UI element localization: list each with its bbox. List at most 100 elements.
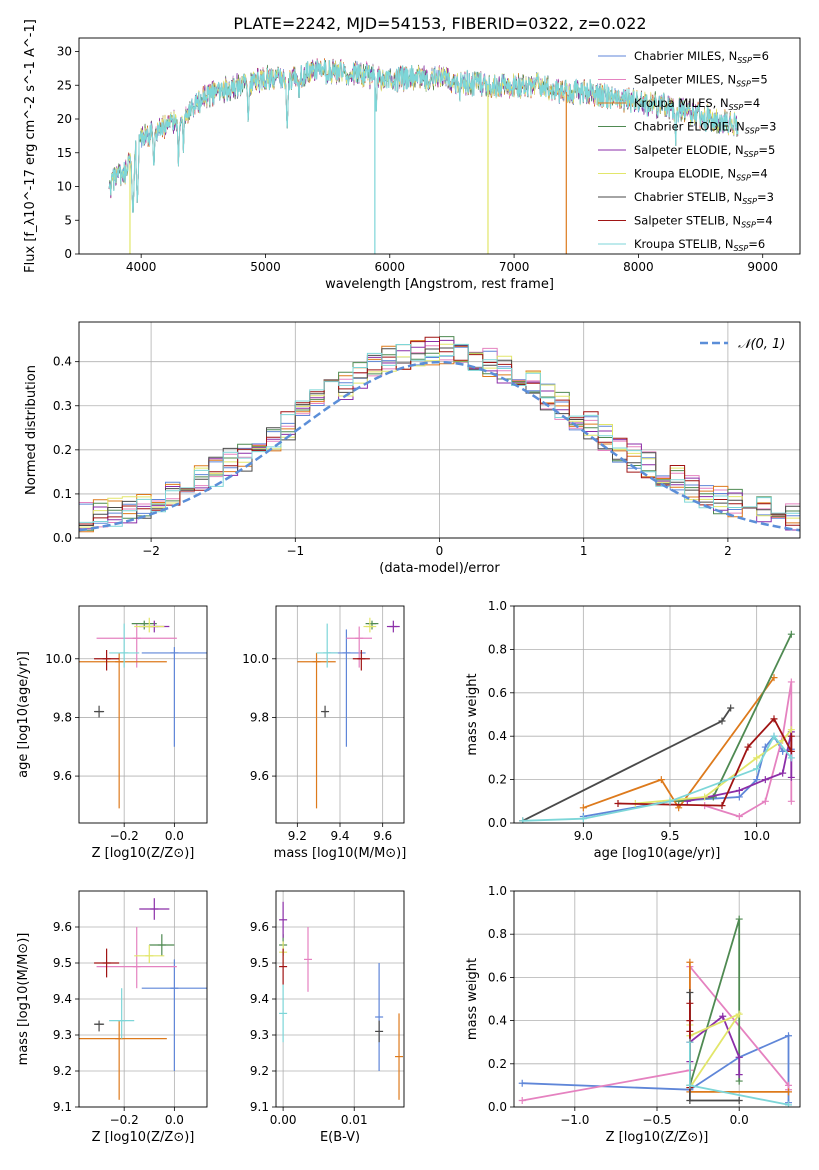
- series-marker: [787, 773, 795, 781]
- y-tick-label: 9.6: [53, 920, 72, 934]
- series-marker: [770, 732, 778, 740]
- series-marker: [735, 915, 743, 923]
- series-marker: [753, 776, 761, 784]
- y-tick-label: 9.6: [250, 769, 269, 783]
- x-tick-label: 0.01: [341, 1113, 368, 1127]
- axes-massweight-vs-age: 9.0 9.5 10.0 0.0 0.2 0.4 0.6 0.8 1.0 age [log10(a…: [465, 599, 801, 861]
- plot-area-massweight-vs-Z: [518, 915, 792, 1107]
- plot-area-residuals: [79, 336, 800, 533]
- series-marker: [744, 743, 752, 751]
- series-marker: [686, 1027, 694, 1035]
- x-axis-label: age [log10(age/yr)]: [594, 846, 721, 861]
- y-tick-label: 20: [57, 112, 72, 126]
- x-tick-label: 0: [436, 544, 444, 558]
- series-marker: [787, 630, 795, 638]
- y-tick-label: 1.0: [488, 884, 507, 898]
- y-tick-label: 9.8: [250, 710, 269, 724]
- series-marker: [753, 754, 761, 762]
- series-marker: [719, 1012, 727, 1020]
- series-marker: [784, 1032, 792, 1040]
- series-marker: [735, 1077, 743, 1085]
- series-marker: [666, 797, 674, 805]
- legend-label: Salpeter STELIB, NSSP=4: [634, 214, 773, 230]
- series-marker: [735, 1053, 743, 1061]
- y-tick-label: 9.1: [250, 1100, 269, 1114]
- hist-kroupa-stelib: [79, 343, 800, 527]
- x-tick-label: −1: [286, 544, 304, 558]
- y-tick-label: 9.3: [250, 1028, 269, 1042]
- hist-kroupa-miles: [79, 340, 800, 533]
- axes-frame: [78, 605, 208, 824]
- plot-area-mass-vs-EBV: [279, 901, 404, 1100]
- y-tick-label: 0.1: [53, 487, 72, 501]
- series-marker: [784, 1101, 792, 1107]
- x-tick-label: 10.0: [743, 829, 770, 843]
- plot-area-age-vs-mass: [297, 617, 400, 809]
- series-marker: [735, 786, 743, 794]
- y-tick-label: 9.3: [53, 1028, 72, 1042]
- series-marker: [718, 717, 726, 725]
- axes-spectrum: 4000 5000 6000 7000 8000 9000 0 5 10 15 20 25 30 wave…: [23, 19, 801, 292]
- legend-label: Salpeter ELODIE, NSSP=5: [634, 143, 775, 159]
- series-marker: [784, 1088, 792, 1096]
- legend-label: Chabrier STELIB, NSSP=3: [634, 190, 774, 206]
- series-marker: [735, 1010, 743, 1018]
- series-marker: [701, 793, 709, 801]
- series-marker: [761, 797, 769, 805]
- x-tick-label: 9.0: [574, 829, 593, 843]
- series-line-salpeter-miles: [704, 681, 793, 818]
- x-tick-label: 9.6: [373, 829, 392, 843]
- plot-area-spectrum: [108, 57, 739, 254]
- series-marker: [686, 1081, 694, 1089]
- y-tick-label: 0.4: [53, 355, 72, 369]
- plot-area-massweight-vs-age: [519, 630, 795, 823]
- x-tick-label: −0.2: [110, 829, 139, 843]
- y-axis-label: Flux [f_λ10^-17 erg cm^-2 s^-1 A^-1]: [23, 19, 38, 273]
- plot-area-mass-vs-Z: [79, 898, 207, 1100]
- x-tick-label: 0.00: [270, 1113, 297, 1127]
- series-marker: [761, 776, 769, 784]
- series-marker: [518, 1097, 526, 1105]
- y-tick-label: 0.8: [488, 927, 507, 941]
- series-marker: [770, 674, 778, 682]
- series-marker: [518, 1079, 526, 1087]
- y-tick-label: 0.6: [488, 970, 507, 984]
- series-marker: [735, 793, 743, 801]
- series-marker: [686, 1038, 694, 1046]
- y-tick-label: 10: [57, 180, 72, 194]
- series-marker: [770, 715, 778, 723]
- legend-label: Kroupa MILES, NSSP=4: [634, 96, 760, 112]
- x-tick-label: 7000: [499, 260, 530, 274]
- y-tick-label: 9.6: [53, 769, 72, 783]
- x-tick-label: 2: [724, 544, 732, 558]
- series-line-kroupa-miles: [582, 677, 775, 810]
- series-marker: [735, 1097, 743, 1105]
- y-tick-label: 9.8: [53, 710, 72, 724]
- series-marker: [519, 817, 527, 823]
- plot-area-age-vs-Z: [79, 617, 207, 809]
- legend-label: 𝒩(0, 1): [738, 337, 785, 352]
- axes-frame: [78, 321, 801, 539]
- x-tick-label: 0.0: [165, 829, 184, 843]
- y-tick-label: 9.6: [250, 920, 269, 934]
- x-tick-label: 1: [580, 544, 588, 558]
- y-tick-label: 0.2: [488, 1057, 507, 1071]
- y-tick-label: 9.2: [250, 1064, 269, 1078]
- x-axis-label: (data-model)/error: [379, 561, 500, 576]
- legend-label: Chabrier MILES, NSSP=6: [634, 49, 769, 65]
- y-tick-label: 9.5: [53, 956, 72, 970]
- series-marker: [686, 958, 694, 966]
- series-marker: [753, 765, 761, 773]
- y-tick-label: 0.0: [488, 816, 507, 830]
- series-marker: [686, 1097, 694, 1105]
- series-marker: [657, 776, 665, 784]
- y-tick-label: 9.2: [53, 1064, 72, 1078]
- x-axis-label: Z [log10(Z/Z⊙)]: [606, 1130, 709, 1145]
- y-axis-label: mass [log10(M/M⊙)]: [16, 933, 31, 1066]
- series-marker: [686, 989, 694, 997]
- axes-age-vs-Z: −0.2 0.0 9.6 9.8 10.0 Z [log10(Z/Z⊙)] age [log…: [16, 605, 208, 861]
- axes-residuals: −2 −1 0 1 2 0.0 0.1 0.2 0.3 0.4 (data-model)/error…: [24, 321, 801, 576]
- y-tick-label: 0: [64, 247, 72, 261]
- x-tick-label: 9.5: [660, 829, 679, 843]
